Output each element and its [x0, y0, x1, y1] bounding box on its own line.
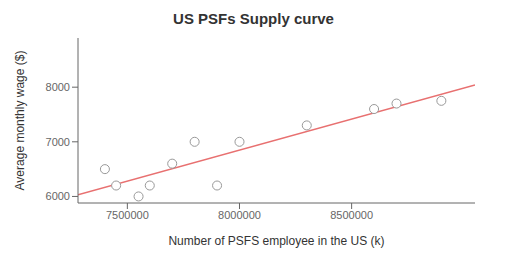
svg-text:8500000: 8500000: [330, 209, 373, 221]
svg-text:Average monthly wage ($): Average monthly wage ($): [13, 51, 27, 191]
svg-text:Number of PSFS employee in the: Number of PSFS employee in the US (k): [168, 234, 384, 248]
html-text:US PSFs Supply curve: US PSFs Supply curve: [173, 10, 334, 27]
svg-text:8000000: 8000000: [218, 209, 261, 221]
svg-text:6000: 6000: [46, 190, 70, 202]
svg-text:7500000: 7500000: [106, 209, 149, 221]
svg-text:8000: 8000: [46, 81, 70, 93]
svg-text:7000: 7000: [46, 136, 70, 148]
